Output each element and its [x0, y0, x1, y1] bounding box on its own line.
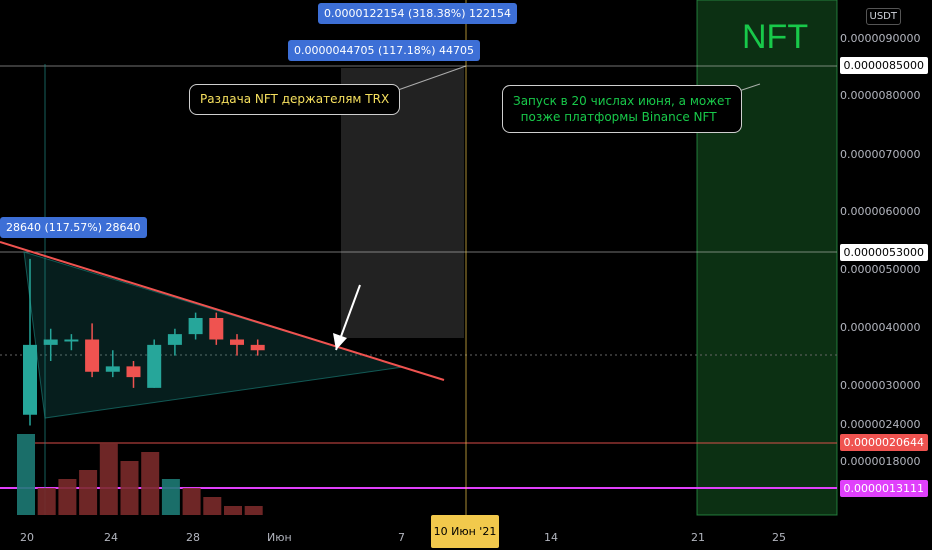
volume-bar — [99, 443, 118, 515]
trend-line — [0, 241, 445, 381]
time-label: 21 — [691, 531, 705, 544]
volume-bar — [244, 506, 263, 515]
candle-body — [126, 366, 141, 378]
price-label: 0.0000030000 — [840, 379, 921, 392]
candle-body — [250, 344, 265, 351]
volume-bar — [17, 434, 35, 515]
time-label: 7 — [398, 531, 405, 544]
candle-body — [105, 366, 120, 372]
time-label: Июн — [267, 531, 292, 544]
candle-body — [23, 344, 37, 415]
candle-body — [147, 344, 162, 388]
volume-bar — [182, 488, 201, 515]
price-label: 0.0000024000 — [840, 418, 921, 431]
volume-bar — [203, 497, 222, 515]
price-label: 0.0000018000 — [840, 455, 921, 468]
candle-body — [43, 339, 58, 345]
candle-body — [209, 318, 224, 340]
time-label: 20 — [20, 531, 34, 544]
measure-bubble-middle: 0.0000044705 (117.18%) 44705 — [288, 40, 480, 61]
currency-badge[interactable]: USDT — [865, 8, 901, 25]
callout-right: Запуск в 20 числах июня, а может позже п… — [502, 85, 743, 133]
time-label: 28 — [186, 531, 200, 544]
price-tag-white: 0.0000053000 — [839, 244, 928, 261]
callout-left: Раздача NFT держателям TRX — [189, 84, 401, 115]
time-label: 14 — [544, 531, 558, 544]
volume-bar — [161, 479, 180, 515]
volume-bar — [141, 452, 160, 515]
price-label: 0.0000080000 — [840, 89, 921, 102]
price-label: 0.0000090000 — [840, 32, 921, 45]
nft-label: NFT — [742, 18, 809, 56]
candle-body — [230, 339, 244, 345]
nft-zone — [696, 0, 838, 516]
measure-bubble-left: 28640 (117.57%) 28640 — [0, 217, 147, 238]
price-tag-red: 0.0000020644 — [839, 434, 928, 451]
price-label: 0.0000070000 — [840, 148, 921, 161]
candle-body — [64, 339, 79, 342]
candle-body — [188, 318, 203, 335]
price-tag-white: 0.0000085000 — [839, 57, 928, 74]
white-arrow-head — [333, 333, 347, 350]
time-label: 24 — [104, 531, 118, 544]
volume-bar — [224, 506, 242, 515]
measure-bubble-top: 0.0000122154 (318.38%) 122154 — [318, 3, 517, 24]
price-tag-magenta: 0.0000013111 — [839, 480, 928, 497]
time-axis-highlight: 10 Июн '21 — [431, 515, 499, 548]
candle-body — [167, 334, 182, 345]
price-label: 0.0000050000 — [840, 263, 921, 276]
volume-bar — [37, 488, 56, 515]
candle-body — [85, 339, 100, 372]
volume-bar — [79, 470, 98, 515]
volume-bar — [58, 479, 77, 515]
price-label: 0.0000060000 — [840, 205, 921, 218]
volume-bar — [120, 461, 139, 515]
time-label: 25 — [772, 531, 786, 544]
price-label: 0.0000040000 — [840, 321, 921, 334]
